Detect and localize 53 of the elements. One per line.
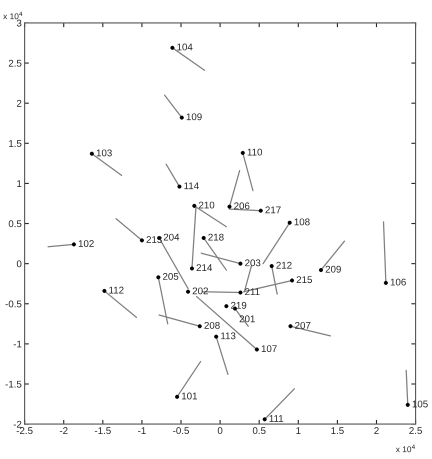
annotation: 212 <box>276 262 292 269</box>
annotation: 106 <box>390 278 406 286</box>
x-tick-label: -2.5 <box>16 427 33 434</box>
x-tick-label: 2 <box>374 427 379 434</box>
x-tick-label: -0.5 <box>173 427 189 434</box>
annotation: 208 <box>204 322 220 329</box>
annotation: 108 <box>294 218 310 226</box>
y-tick-label: -0.5 <box>6 300 22 308</box>
y-tick-label: 0 <box>16 260 22 268</box>
text: x 10$^{4}$ <box>396 444 415 452</box>
annotation: 210 <box>198 202 214 208</box>
y-tick-label: 2.5 <box>8 60 22 67</box>
y-tick-label: -1 <box>14 340 22 348</box>
annotation: 104 <box>177 44 193 50</box>
x-tick-label: -1.5 <box>94 427 111 434</box>
x-tick-label: -1 <box>138 427 146 434</box>
annotation: 101 <box>182 392 198 400</box>
annotation: 111 <box>270 415 284 422</box>
x-tick-label: 2.5 <box>409 427 422 434</box>
annotation: 218 <box>208 234 224 241</box>
annotation: 103 <box>96 149 112 156</box>
annotation: 112 <box>109 286 124 294</box>
annotation: 107 <box>262 345 277 352</box>
y-tick-label: 1.5 <box>9 140 22 147</box>
y-tick-label: -1.5 <box>6 380 22 388</box>
annotation: 109 <box>186 113 202 120</box>
annotation: 204 <box>164 234 180 241</box>
y-tick-label: -2 <box>14 420 22 428</box>
y-tick-label: 1 <box>17 180 22 187</box>
annotation: 207 <box>295 322 310 329</box>
annotation: 209 <box>326 266 341 273</box>
text: x 10$^{4}$ <box>3 12 22 20</box>
annotation: 219 <box>231 302 246 309</box>
annotation: 214 <box>196 264 212 271</box>
annotation: 102 <box>78 240 94 248</box>
annotation: 211 <box>245 288 260 296</box>
x-tick-label: 0.5 <box>252 427 266 434</box>
annotation: 217 <box>265 206 281 214</box>
x-tick-label: 1 <box>296 427 301 434</box>
x-tick-label: 1.5 <box>331 427 344 434</box>
x-tick-label: -2 <box>60 427 68 434</box>
annotation: 114 <box>184 182 199 190</box>
annotation: 206 <box>234 202 250 210</box>
annotation: 215 <box>296 276 312 284</box>
annotation: 205 <box>162 273 178 280</box>
y-tick-label: 2 <box>16 100 22 107</box>
y-tick-label: 0.5 <box>8 220 22 228</box>
annotation: 202 <box>192 287 208 294</box>
x-tick-label: 0 <box>218 427 222 434</box>
y-tick-label: 3 <box>16 20 22 27</box>
annotation: 203 <box>245 259 260 266</box>
annotation: 113 <box>221 332 236 340</box>
annotation: 110 <box>248 148 262 156</box>
